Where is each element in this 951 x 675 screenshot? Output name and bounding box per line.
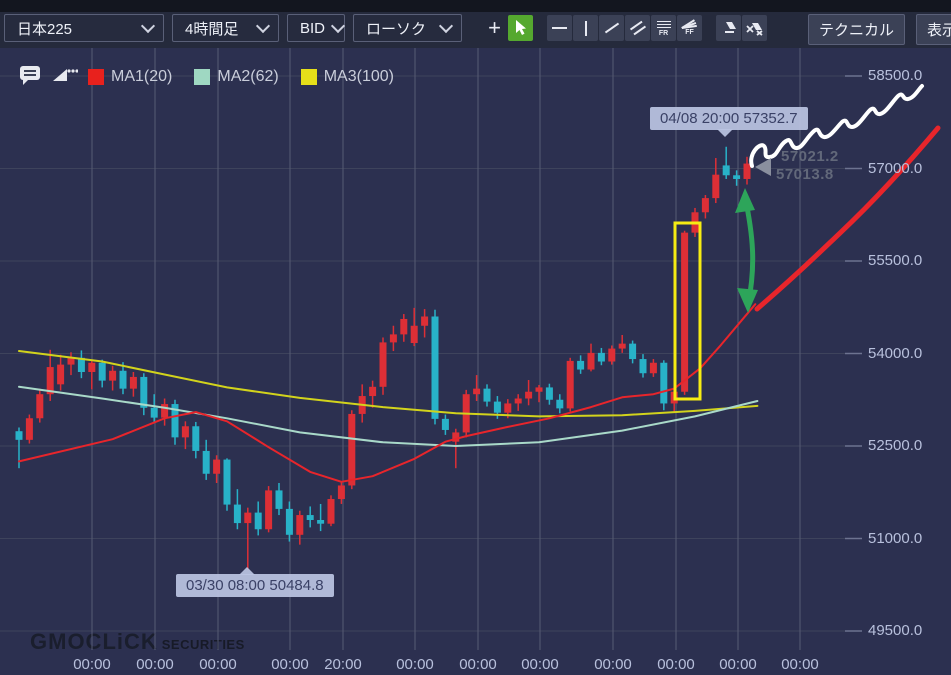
ma2-swatch [194,68,211,85]
high-price-tooltip: 04/08 20:00 57352.7 [650,107,808,137]
comment-tool-icon[interactable] [18,62,42,91]
legend-item-ma2: MA2(62) [194,67,279,86]
ma3-swatch [300,68,317,85]
ma1-swatch [88,68,104,85]
price-type-dropdown-value: BID [300,19,326,37]
fibonacci-fan-tool-button[interactable]: FF [677,15,702,41]
horizontal-line-tool-button[interactable] [547,15,572,41]
vertical-line-tool-button[interactable] [573,15,598,41]
crosshair-tool-button[interactable]: + [488,15,501,40]
trendline-tool-button[interactable] [599,15,624,41]
fibonacci-retracement-tool-button[interactable]: FR [651,15,676,41]
technical-button[interactable]: テクニカル [808,14,905,45]
cursor-tool-button[interactable] [508,15,533,41]
window-top-strip [0,0,951,12]
eraser-icon [724,22,736,33]
highlight-box-yellow [673,221,702,401]
arrow-shaft-green [742,194,756,308]
fibonacci-retracement-icon: FR [656,19,671,37]
chart-type-dropdown[interactable]: ローソク [353,14,462,42]
eraser-all-icon [745,22,763,36]
ma2-label: MA2(62) [217,67,279,85]
watermark-sub: SECURITIES [161,637,245,652]
legend-item-ma3: MA3(100) [300,67,394,86]
horizontal-line-icon [552,27,567,29]
symbol-dropdown[interactable]: 日本225 [4,14,164,42]
timeframe-dropdown-value: 4時間足 [185,20,239,38]
arrow-head-up-green [735,188,755,213]
symbol-dropdown-value: 日本225 [17,20,73,38]
current-price-lower: 57013.8 [776,166,834,183]
legend-item-ma1: MA1(20) [88,68,172,86]
chart-type-dropdown-value: ローソク [366,20,427,38]
drawn-squiggle-white [749,84,924,168]
watermark-brand: GMOCLiCK [30,629,158,654]
arrow-head-down-green [737,288,758,313]
cursor-icon [515,20,526,35]
draw-pointer-icon[interactable] [52,65,79,88]
price-type-dropdown[interactable]: BID [287,14,346,42]
chart-legend: MA1(20) MA2(62) MA3(100) [18,62,416,91]
eraser-all-tool-button[interactable] [742,15,767,41]
vertical-line-icon [584,20,587,36]
display-settings-button[interactable]: 表示 [916,14,951,45]
ma1-label: MA1(20) [111,67,173,85]
fibonacci-fan-icon: FF [680,19,698,36]
parallel-lines-tool-button[interactable] [625,15,650,41]
toolbar: 日本225 4時間足 BID ローソク + FR FF [0,12,951,48]
ma3-label: MA3(100) [323,67,394,85]
current-price-marker-triangle [755,158,771,176]
low-price-tooltip: 03/30 08:00 50484.8 [176,567,334,597]
watermark: GMOCLiCK SECURITIES [30,629,245,655]
current-price-upper: 57021.2 [781,148,839,165]
eraser-tool-button[interactable] [716,15,741,41]
timeframe-dropdown[interactable]: 4時間足 [172,14,279,42]
drawn-trend-line-red [754,125,941,312]
